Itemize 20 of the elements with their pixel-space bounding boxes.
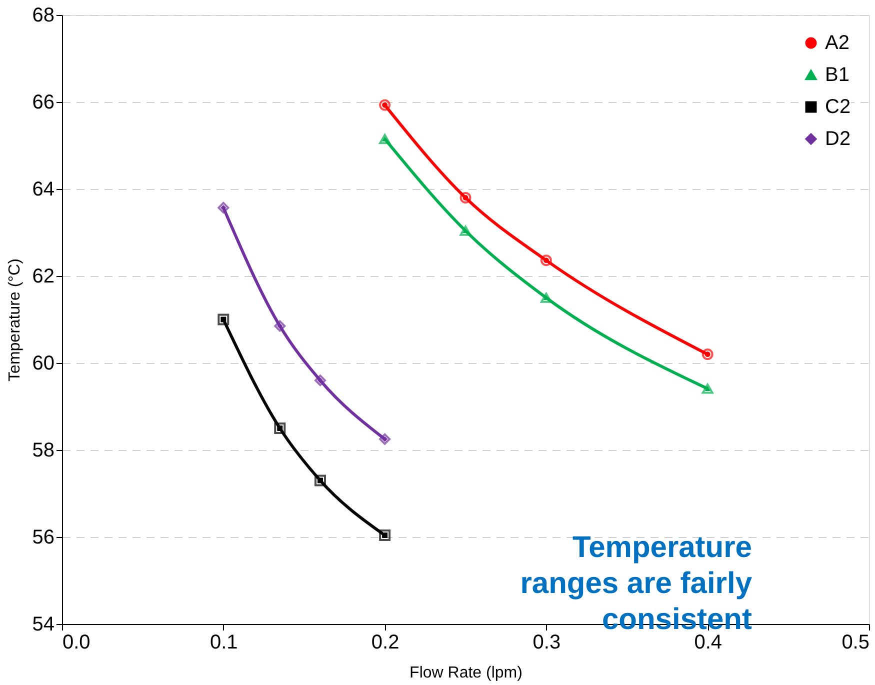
x-tick-label: 0.2 [371,632,400,654]
y-tick-label: 62 [32,266,54,288]
legend-label: C2 [825,96,851,118]
y-tick-label: 64 [32,178,54,200]
y-tick-label: 56 [32,526,54,548]
x-tick-label: 0.5 [842,632,870,654]
legend-label: D2 [825,128,851,150]
x-tick-label: 0.1 [210,632,238,654]
legend-label: A2 [825,32,850,54]
y-tick-label: 68 [32,4,54,26]
legend-label: B1 [825,64,850,86]
y-tick-label: 58 [32,440,54,462]
y-tick-label: 54 [32,614,54,636]
x-tick-label: 0.4 [694,632,722,654]
y-tick-label: 60 [32,352,54,374]
x-tick-label: 0.0 [62,632,90,654]
y-axis-title: Temperature (°C) [6,258,24,382]
x-axis-title: Flow Rate (lpm) [410,664,522,682]
y-tick-label: 66 [32,92,54,114]
x-tick-label: 0.3 [532,632,561,654]
